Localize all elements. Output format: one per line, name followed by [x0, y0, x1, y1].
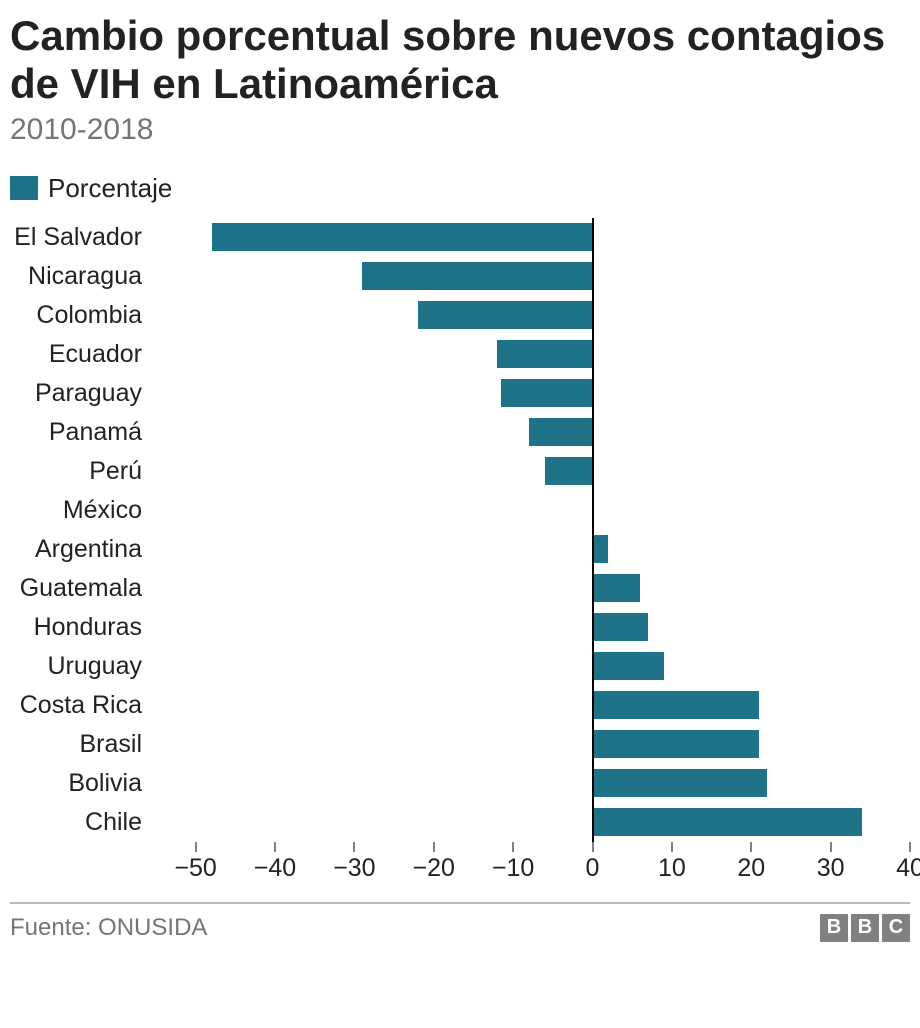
category-label: Perú	[10, 457, 148, 486]
bar	[593, 574, 641, 602]
x-tick	[512, 842, 514, 852]
table-row: Uruguay	[10, 647, 910, 686]
category-label: Argentina	[10, 535, 148, 564]
table-row: Guatemala	[10, 569, 910, 608]
table-row: Costa Rica	[10, 686, 910, 725]
category-label: Guatemala	[10, 574, 148, 603]
category-label: Paraguay	[10, 379, 148, 408]
table-row: Panamá	[10, 413, 910, 452]
bar	[593, 613, 649, 641]
x-tick-label: 20	[737, 854, 765, 883]
chart-title: Cambio porcentual sobre nuevos contagios…	[10, 12, 910, 109]
category-label: Nicaragua	[10, 262, 148, 291]
bar	[497, 340, 592, 368]
bar	[593, 652, 664, 680]
bar	[593, 769, 768, 797]
category-label: Ecuador	[10, 340, 148, 369]
plot-cell	[148, 218, 910, 257]
x-tick	[750, 842, 752, 852]
table-row: México	[10, 491, 910, 530]
plot-cell	[148, 569, 910, 608]
bar	[212, 223, 593, 251]
plot-cell	[148, 647, 910, 686]
x-tick	[830, 842, 832, 852]
bbc-logo-letter: C	[882, 914, 910, 942]
x-tick-label: −10	[492, 854, 534, 883]
x-tick-label: 30	[817, 854, 845, 883]
x-tick	[592, 842, 594, 852]
bar	[593, 808, 863, 836]
plot-cell	[148, 335, 910, 374]
bar	[529, 418, 593, 446]
x-tick	[353, 842, 355, 852]
bar	[545, 457, 593, 485]
plot-cell	[148, 257, 910, 296]
bar	[593, 730, 760, 758]
table-row: Perú	[10, 452, 910, 491]
category-label: México	[10, 496, 148, 525]
plot-cell	[148, 725, 910, 764]
source-text: Fuente: ONUSIDA	[10, 914, 207, 942]
x-tick-label: −40	[254, 854, 296, 883]
x-tick-label: −30	[333, 854, 375, 883]
table-row: Bolivia	[10, 764, 910, 803]
x-tick	[274, 842, 276, 852]
category-label: Uruguay	[10, 652, 148, 681]
legend-label: Porcentaje	[48, 173, 172, 204]
x-tick-label: −50	[174, 854, 216, 883]
category-label: Bolivia	[10, 769, 148, 798]
category-label: Chile	[10, 808, 148, 837]
plot-cell	[148, 296, 910, 335]
plot-cell	[148, 374, 910, 413]
footer-rule	[10, 902, 910, 904]
table-row: Paraguay	[10, 374, 910, 413]
x-tick	[195, 842, 197, 852]
plot-cell	[148, 491, 910, 530]
plot-cell	[148, 686, 910, 725]
plot-cell	[148, 452, 910, 491]
table-row: Brasil	[10, 725, 910, 764]
x-tick	[671, 842, 673, 852]
table-row: Chile	[10, 803, 910, 842]
plot-cell	[148, 413, 910, 452]
plot-cell	[148, 803, 910, 842]
x-tick-label: 0	[586, 854, 600, 883]
x-tick-label: 10	[658, 854, 686, 883]
bbc-logo: B B C	[820, 914, 910, 942]
bar	[362, 262, 592, 290]
category-label: Honduras	[10, 613, 148, 642]
bar	[593, 691, 760, 719]
table-row: Nicaragua	[10, 257, 910, 296]
table-row: Colombia	[10, 296, 910, 335]
legend-swatch	[10, 176, 38, 200]
table-row: Ecuador	[10, 335, 910, 374]
category-label: Colombia	[10, 301, 148, 330]
table-row: Argentina	[10, 530, 910, 569]
plot-cell	[148, 764, 910, 803]
table-row: El Salvador	[10, 218, 910, 257]
category-label: Panamá	[10, 418, 148, 447]
x-tick	[909, 842, 911, 852]
category-label: El Salvador	[10, 223, 148, 252]
x-tick	[433, 842, 435, 852]
bbc-logo-letter: B	[851, 914, 879, 942]
bar	[593, 535, 609, 563]
x-tick-label: 40	[896, 854, 920, 883]
x-tick-label: −20	[413, 854, 455, 883]
zero-axis-line	[592, 218, 594, 842]
bbc-logo-letter: B	[820, 914, 848, 942]
bar	[418, 301, 593, 329]
bar	[501, 379, 592, 407]
category-label: Brasil	[10, 730, 148, 759]
plot-cell	[148, 608, 910, 647]
chart-subtitle: 2010-2018	[10, 113, 910, 147]
x-axis: −50−40−30−20−10010203040	[10, 842, 910, 886]
bar-chart: El Salvador Nicaragua Colombia Ecuador Parag…	[10, 218, 910, 886]
category-label: Costa Rica	[10, 691, 148, 720]
table-row: Honduras	[10, 608, 910, 647]
legend: Porcentaje	[10, 173, 910, 204]
plot-cell	[148, 530, 910, 569]
